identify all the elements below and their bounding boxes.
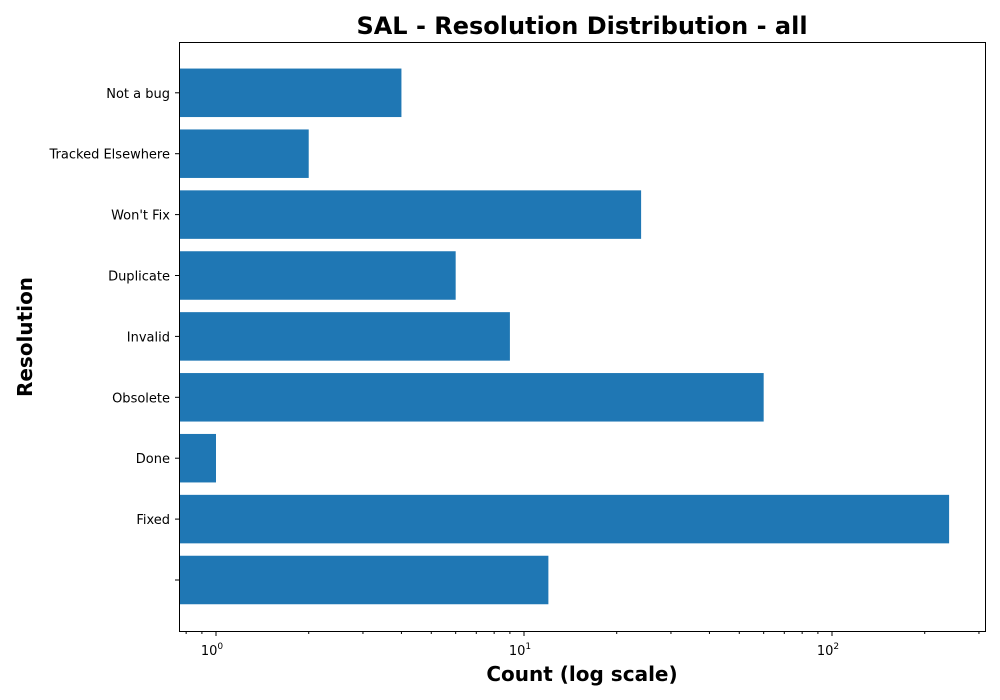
chart-title: SAL - Resolution Distribution - all: [356, 12, 807, 40]
bar-7: [180, 129, 309, 178]
x-tick-label-0: 100: [201, 642, 224, 659]
x-ticks-group: 100 101 102: [185, 631, 980, 659]
y-tick-label-4: Invalid: [127, 330, 170, 345]
y-tick-label-5: Duplicate: [108, 270, 170, 285]
bar-4: [180, 312, 510, 361]
bar-5: [180, 251, 456, 300]
y-tick-label-7: Tracked Elsewhere: [49, 148, 170, 163]
plot-frame: [179, 42, 986, 632]
bar-8: [180, 68, 402, 118]
bars-group: [180, 68, 950, 605]
x-tick-label-2: 102: [817, 642, 839, 659]
y-ticks-group: Fixed Done Obsolete Invalid Duplicate Won't F…: [49, 87, 180, 581]
bar-1: [180, 494, 950, 544]
y-tick-label-3: Obsolete: [112, 391, 170, 406]
x-axis-label: Count (log scale): [486, 662, 677, 686]
bar-0: [180, 555, 549, 605]
x-tick-label-1: 101: [509, 642, 531, 659]
bar-6: [180, 190, 642, 239]
bar-2: [180, 433, 216, 483]
bar-3: [180, 373, 764, 422]
y-axis-label: Resolution: [13, 277, 37, 397]
y-tick-label-8: Not a bug: [106, 87, 170, 102]
y-tick-label-1: Fixed: [136, 513, 170, 528]
y-tick-label-2: Done: [136, 452, 170, 467]
y-tick-label-6: Won't Fix: [111, 209, 170, 224]
